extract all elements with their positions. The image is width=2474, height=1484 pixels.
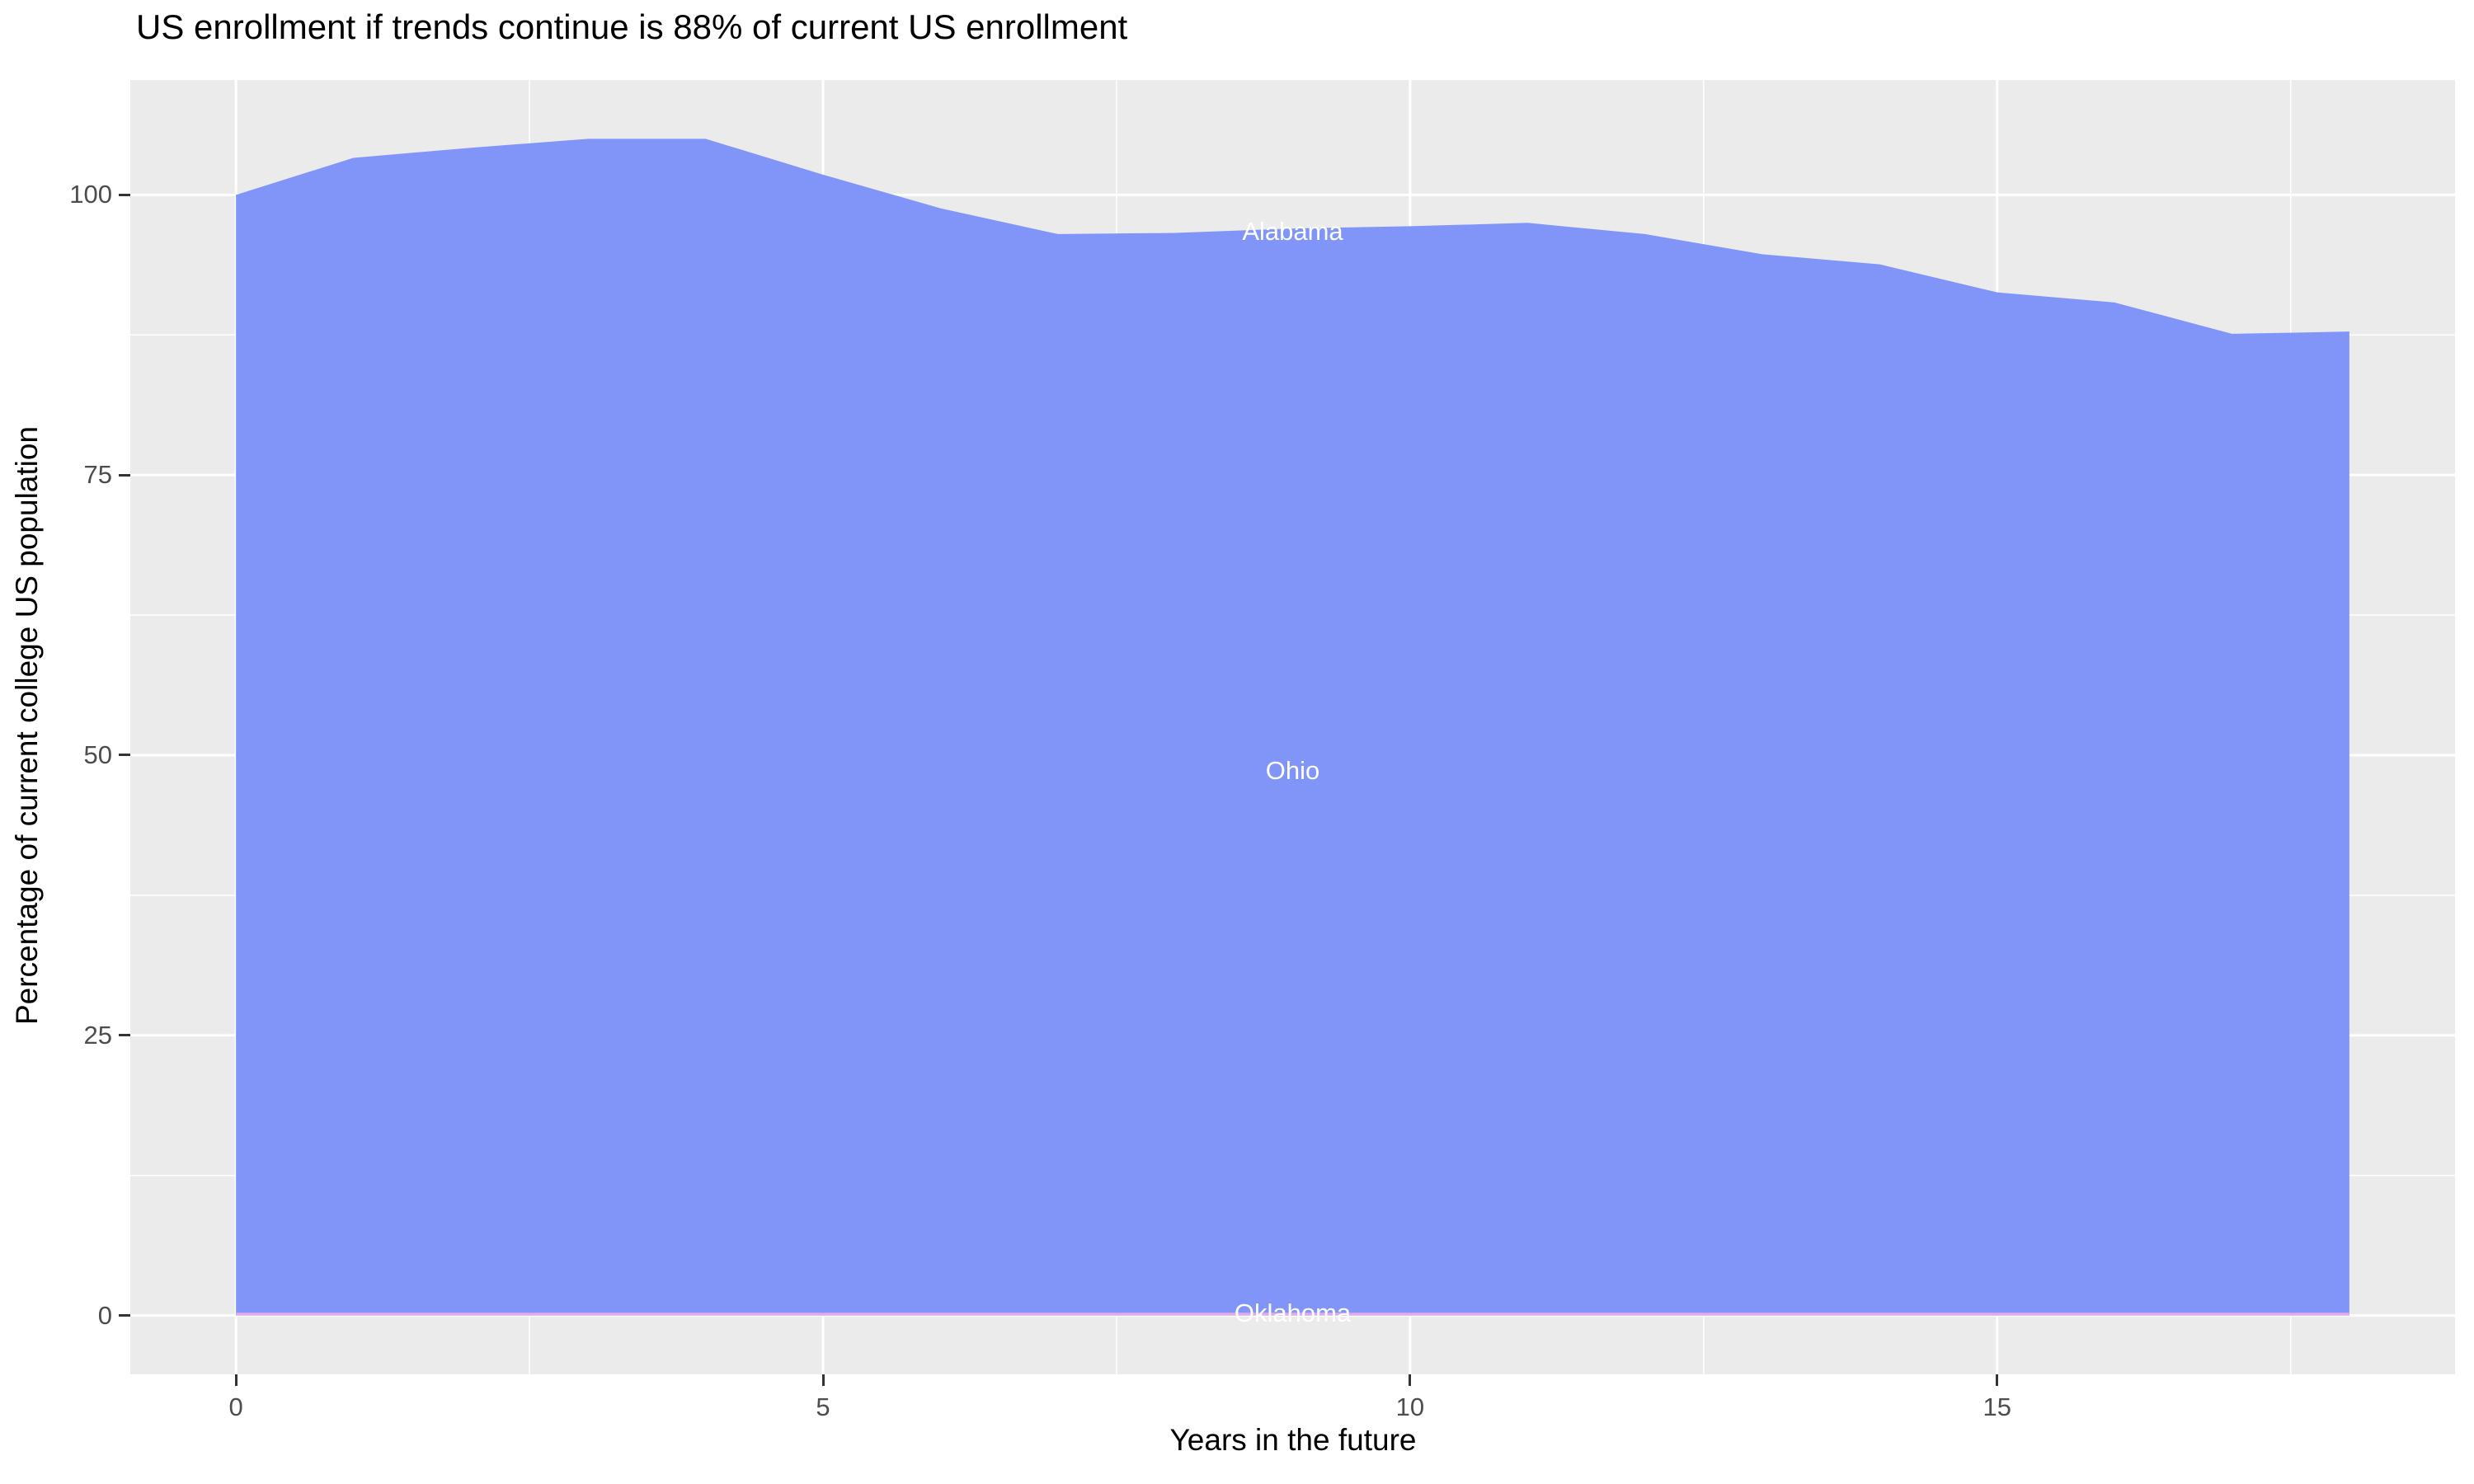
y-tick-mark [119, 1314, 130, 1317]
stacked-area-pink-sliver [236, 1313, 2349, 1316]
y-tick-mark [119, 1034, 130, 1037]
x-tick-label: 15 [1982, 1392, 2011, 1421]
state-label-alabama: Alabama [1242, 217, 1343, 247]
x-tick-label: 10 [1395, 1392, 1425, 1421]
y-tick-mark [119, 754, 130, 757]
x-tick-mark [1996, 1374, 1999, 1386]
y-tick-mark [119, 473, 130, 477]
y-tick-label: 0 [97, 1300, 112, 1330]
y-axis-title: Percentage of current college US populat… [10, 425, 44, 1026]
x-tick-label: 5 [816, 1392, 830, 1421]
x-tick-mark [1409, 1374, 1412, 1386]
plot-panel [130, 80, 2455, 1374]
y-tick-label: 75 [83, 460, 112, 490]
x-tick-label: 0 [228, 1392, 243, 1421]
state-label-oklahoma: Oklahoma [1234, 1298, 1352, 1327]
chart-title: US enrollment if trends continue is 88% … [136, 7, 1128, 46]
stacked-area-blue [236, 139, 2349, 1316]
y-tick-label: 100 [69, 180, 112, 209]
x-tick-mark [234, 1374, 238, 1386]
x-tick-mark [821, 1374, 825, 1386]
y-tick-label: 25 [83, 1020, 112, 1050]
y-tick-mark [119, 193, 130, 196]
y-tick-label: 50 [83, 740, 112, 769]
x-axis-title: Years in the future [1169, 1423, 1417, 1457]
state-label-ohio: Ohio [1265, 756, 1320, 785]
area-chart-canvas [130, 80, 2455, 1374]
